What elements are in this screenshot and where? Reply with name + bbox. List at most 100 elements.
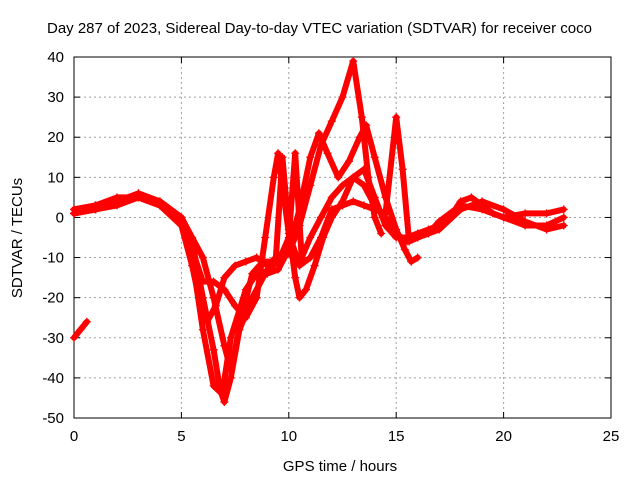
- axis-ticks: 0 5 10 15 20 25 40 30 20 10 0 -10 -20 -30 -40 -50: [42, 49, 619, 445]
- x-tick-label: 5: [177, 428, 185, 445]
- data-point: [263, 269, 272, 278]
- data-point: [231, 301, 240, 310]
- data-point: [478, 205, 487, 214]
- data-point: [209, 293, 218, 302]
- data-point: [70, 333, 78, 342]
- plot-frame: [73, 56, 612, 419]
- data-point: [269, 173, 278, 182]
- data-point: [91, 201, 100, 210]
- data-point: [252, 253, 261, 262]
- data-point: [542, 225, 551, 234]
- data-point: [310, 261, 319, 270]
- y-tick-label: -20: [42, 290, 64, 307]
- data-point: [370, 201, 379, 210]
- data-point: [542, 209, 551, 218]
- data-point: [220, 397, 229, 406]
- y-tick-label: -40: [42, 370, 64, 387]
- series-line: [71, 150, 567, 373]
- data-point: [478, 197, 487, 206]
- data-point: [220, 341, 229, 350]
- data-point: [559, 221, 568, 230]
- x-axis-label: GPS time / hours: [283, 458, 397, 475]
- data-point: [359, 181, 368, 190]
- data-point: [435, 217, 444, 226]
- data-point: [198, 277, 207, 286]
- data-point: [327, 205, 336, 214]
- data-point: [349, 173, 358, 182]
- data-point: [76, 325, 85, 334]
- data-point: [209, 345, 218, 354]
- data-point: [188, 233, 197, 242]
- data-point: [370, 213, 379, 222]
- data-point: [295, 293, 304, 302]
- data-point: [349, 197, 358, 206]
- data-point: [334, 173, 343, 182]
- chart-title: Day 287 of 2023, Sidereal Day-to-day VTE…: [47, 20, 592, 37]
- data-point: [198, 325, 207, 334]
- data-point: [237, 313, 246, 322]
- data-point: [261, 233, 270, 242]
- data-point: [338, 181, 347, 190]
- data-point: [231, 261, 240, 270]
- data-point: [82, 317, 91, 326]
- data-point: [407, 257, 416, 266]
- data-point: [327, 117, 336, 126]
- data-point: [220, 285, 229, 294]
- data-point: [344, 157, 353, 166]
- data-point: [499, 205, 508, 214]
- data-point: [226, 365, 235, 374]
- data-point: [284, 233, 293, 242]
- data-point: [252, 293, 261, 302]
- data-point: [317, 213, 326, 222]
- data-point: [355, 133, 364, 142]
- data-point: [155, 201, 164, 210]
- data-point: [248, 269, 257, 278]
- data-point: [267, 257, 276, 266]
- data-point: [317, 233, 326, 242]
- data-point: [306, 253, 315, 262]
- data-point: [314, 129, 323, 138]
- data-series: [70, 57, 568, 406]
- grid: [74, 57, 611, 418]
- y-tick-label: 10: [47, 169, 64, 186]
- x-tick-label: 20: [495, 428, 512, 445]
- data-point: [362, 121, 371, 130]
- data-point: [392, 229, 401, 238]
- data-point: [297, 253, 306, 262]
- data-point: [301, 285, 310, 294]
- data-point: [188, 245, 197, 254]
- data-point: [370, 153, 379, 162]
- data-point: [413, 253, 422, 262]
- data-point: [295, 261, 304, 270]
- data-point: [338, 93, 347, 102]
- data-point: [306, 233, 315, 242]
- data-point: [359, 165, 368, 174]
- data-point: [274, 149, 283, 158]
- data-point: [424, 229, 433, 238]
- data-point: [274, 265, 283, 274]
- x-tick-label: 10: [280, 428, 297, 445]
- y-tick-label: -50: [42, 410, 64, 427]
- data-point: [357, 113, 366, 122]
- data-point: [400, 245, 409, 254]
- data-point: [241, 257, 250, 266]
- data-point: [413, 233, 422, 242]
- data-point: [203, 317, 212, 326]
- data-point: [559, 205, 568, 214]
- data-point: [467, 193, 476, 202]
- data-point: [377, 229, 386, 238]
- y-tick-label: 40: [47, 49, 64, 66]
- data-point: [521, 209, 530, 218]
- data-point: [218, 389, 227, 398]
- y-axis-label: SDTVAR / TECUs: [9, 178, 26, 298]
- data-point: [198, 253, 207, 262]
- data-point: [435, 225, 444, 234]
- data-point: [220, 273, 229, 282]
- data-point: [338, 201, 347, 210]
- data-point: [134, 193, 143, 202]
- series-track-6: [70, 317, 91, 342]
- data-point: [226, 333, 235, 342]
- data-point: [291, 273, 300, 282]
- x-tick-label: 25: [603, 428, 620, 445]
